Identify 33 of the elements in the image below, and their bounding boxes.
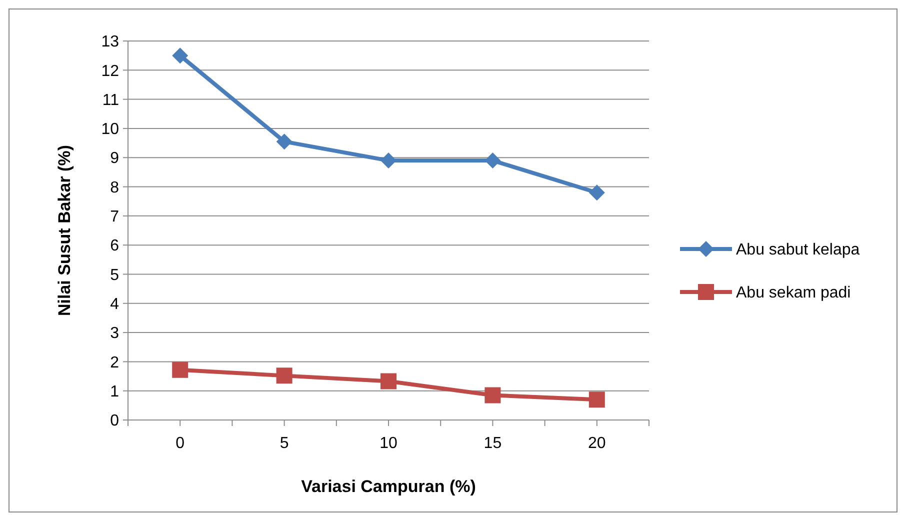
y-tick-label: 6 [110, 238, 120, 255]
legend-label: Abu sabut kelapa [736, 242, 860, 259]
y-tick-label: 13 [101, 34, 120, 51]
x-tick-label: 0 [176, 435, 185, 452]
x-axis-title: Variasi Campuran (%) [301, 477, 476, 496]
x-tick-label: 5 [280, 435, 289, 452]
point [380, 373, 396, 390]
y-tick-label: 11 [102, 92, 120, 109]
x-tick-label: 15 [484, 435, 502, 452]
x-tick-label: 10 [380, 435, 398, 452]
legend-label: Abu sekam padi [736, 284, 851, 302]
point [484, 152, 501, 169]
y-tick-label: 5 [110, 266, 120, 284]
x-tick-label: 20 [588, 435, 606, 452]
y-tick-label: 10 [101, 121, 120, 138]
y-axis-title: Nilai Susut Bakar (%) [55, 145, 74, 316]
point [380, 152, 396, 169]
y-tick-label: 0 [110, 412, 120, 430]
y-tick-label: 8 [110, 179, 120, 196]
point [484, 387, 501, 404]
y-tick-label: 2 [110, 354, 120, 372]
y-tick-label: 1 [110, 383, 120, 400]
point [172, 362, 188, 378]
y-tick-label: 9 [110, 150, 120, 168]
point [588, 392, 605, 408]
point [276, 134, 292, 150]
y-tick-label: 12 [101, 62, 120, 80]
y-tick-label: 7 [110, 208, 120, 226]
point [172, 48, 188, 64]
y-tick-label: 4 [110, 296, 120, 313]
point [588, 184, 605, 201]
y-tick-label: 3 [110, 325, 120, 342]
point [276, 368, 292, 384]
